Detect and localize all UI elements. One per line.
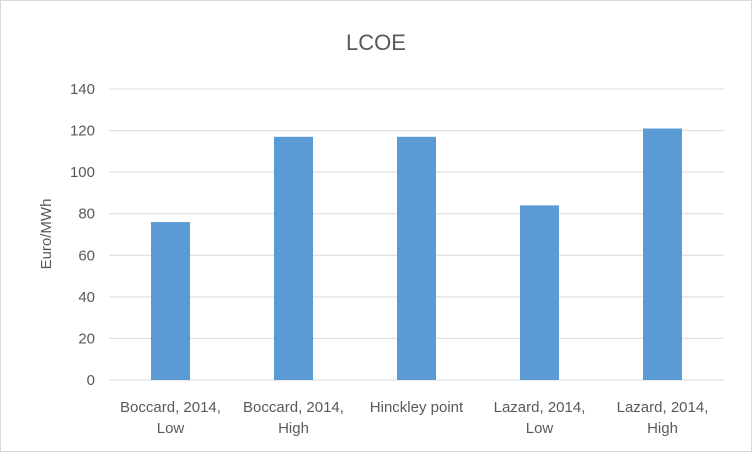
x-tick-label: Boccard, 2014, Low [120, 399, 221, 437]
bar [397, 136, 436, 380]
y-axis-label: Euro/MWh [38, 199, 55, 270]
y-tick-label: 120 [70, 123, 95, 140]
bar [274, 136, 313, 380]
chart-title: LCOE [346, 30, 406, 55]
y-tick-label: 40 [78, 289, 95, 306]
y-tick-label: 60 [78, 247, 95, 264]
x-tick-label: Boccard, 2014, High [243, 399, 344, 437]
x-tick-label: Lazard, 2014, High [617, 399, 709, 437]
bar [520, 205, 559, 380]
y-tick-label: 140 [70, 81, 95, 98]
y-tick-label: 0 [87, 372, 95, 389]
y-tick-label: 100 [70, 164, 95, 181]
bar [643, 128, 682, 380]
bars [151, 128, 682, 380]
x-tick-labels: Boccard, 2014, Low Boccard, 2014, High Hinck… [120, 399, 708, 437]
y-tick-labels: 0 20 40 60 80 100 120 140 [70, 81, 95, 389]
x-tick-label: Lazard, 2014, Low [494, 399, 586, 437]
x-tick-label: Hinckley point [370, 399, 464, 416]
y-tick-label: 80 [78, 206, 95, 223]
bar [151, 222, 190, 380]
y-tick-label: 20 [78, 330, 95, 347]
